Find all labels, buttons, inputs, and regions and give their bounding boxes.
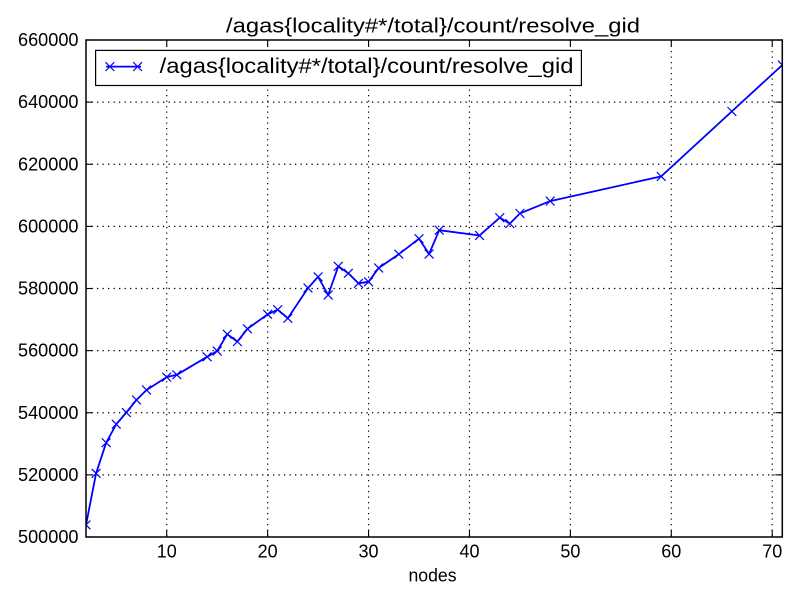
svg-text:/agas{locality#*/total}/count/: /agas{locality#*/total}/count/resolve_gi…	[160, 55, 574, 78]
svg-text:10: 10	[157, 542, 177, 562]
svg-text:30: 30	[359, 542, 379, 562]
svg-text:20: 20	[258, 542, 278, 562]
svg-text:640000: 640000	[18, 92, 79, 112]
svg-text:nodes: nodes	[409, 566, 457, 586]
svg-text:560000: 560000	[18, 341, 79, 361]
svg-text:660000: 660000	[18, 30, 79, 50]
svg-text:540000: 540000	[18, 403, 79, 423]
svg-text:600000: 600000	[18, 216, 79, 236]
svg-text:50: 50	[560, 542, 580, 562]
svg-text:580000: 580000	[18, 279, 79, 299]
svg-text:500000: 500000	[18, 527, 79, 547]
svg-text:/agas{locality#*/total}/count/: /agas{locality#*/total}/count/resolve_gi…	[226, 15, 640, 37]
svg-text:60: 60	[661, 542, 681, 562]
svg-text:520000: 520000	[18, 465, 79, 485]
svg-text:40: 40	[459, 542, 479, 562]
svg-text:620000: 620000	[18, 154, 79, 174]
svg-text:70: 70	[762, 542, 782, 562]
